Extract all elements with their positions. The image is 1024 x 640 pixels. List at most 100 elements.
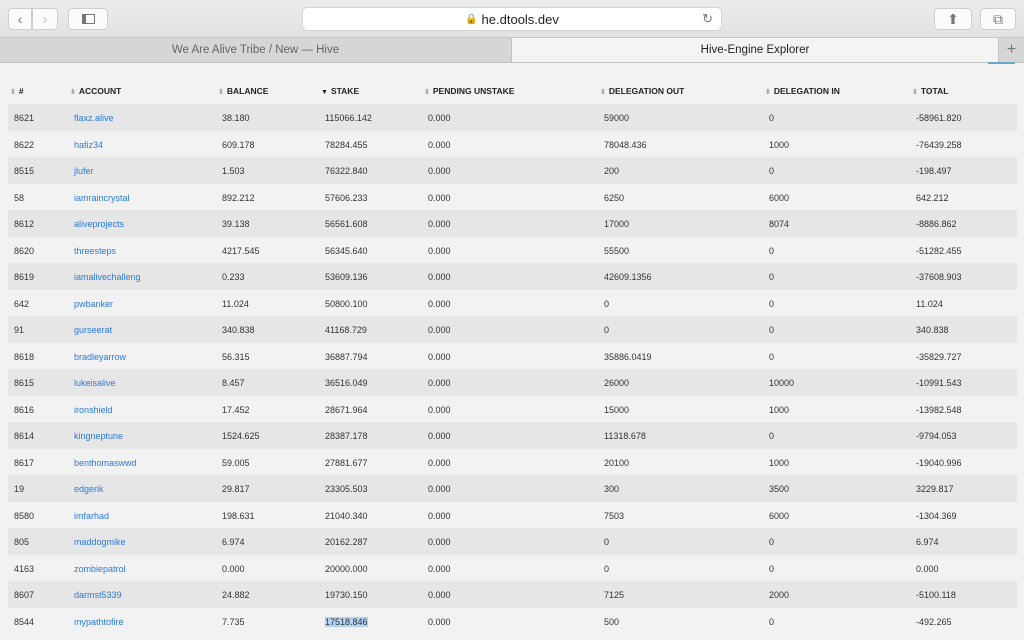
account-link[interactable]: iamalivechalleng	[74, 272, 141, 282]
table-header: ⬍ # ⬍ ACCOUNT ⬍ BALANCE ▼ STAKE ⬍ PENDING UNSTAKE…	[8, 84, 1017, 98]
cell-rank: 91	[14, 325, 25, 335]
cell-delegation-in: 0	[769, 245, 775, 256]
cell-rank: 8580	[14, 510, 35, 521]
cell-total: -8886.862	[916, 219, 957, 229]
account-link[interactable]: pwbanker	[74, 298, 114, 309]
cell-delegation-in: 0	[769, 166, 775, 176]
progress-accent	[988, 62, 1015, 64]
cell-balance: 0.233	[222, 272, 245, 282]
cell-delegation-out: 300	[604, 484, 620, 494]
cell-rank: 8607	[14, 590, 35, 600]
sort-icon: ⬍	[912, 89, 918, 96]
cell-delegation-in: 0	[769, 272, 775, 282]
new-tab-button[interactable]: +	[998, 38, 1024, 62]
cell-total: -5100.118	[916, 590, 956, 600]
back-button[interactable]: ‹	[8, 8, 32, 30]
tabs-overview-button[interactable]: ⧉	[980, 8, 1016, 30]
column-header-label: BALANCE	[226, 86, 269, 96]
cell-pending-unstake: 0.000	[428, 537, 451, 547]
cell-pending-unstake: 0.000	[428, 272, 451, 282]
cell-balance: 1.503	[222, 166, 245, 176]
column-header-label: DELEGATION OUT	[608, 86, 685, 96]
cell-total: -35829.727	[916, 351, 962, 362]
account-link[interactable]: flaxz.alive	[74, 113, 114, 123]
forward-button[interactable]: ›	[32, 8, 58, 30]
cell-delegation-out: 0	[604, 325, 610, 335]
cell-balance: 1524.625	[222, 431, 260, 441]
tab-hive-engine-explorer[interactable]: Hive-Engine Explorer	[511, 38, 998, 62]
cell-delegation-out: 35886.0419	[604, 351, 652, 362]
cell-balance: 56.315	[222, 351, 250, 362]
account-link[interactable]: edgerik	[74, 484, 104, 494]
cell-delegation-in: 0	[769, 298, 775, 309]
address-bar[interactable]: 🔒 he.dtools.dev ↻	[302, 7, 722, 31]
account-link[interactable]: threesteps	[74, 245, 117, 256]
account-link[interactable]: benthomaswwd	[74, 457, 137, 468]
account-link[interactable]: gurseerat	[74, 325, 113, 335]
account-link[interactable]: iamraincrystal	[74, 192, 130, 203]
cell-pending-unstake: 0.000	[428, 484, 451, 494]
account-link[interactable]: lukeisalive	[74, 378, 116, 388]
cell-rank: 8515	[14, 166, 35, 176]
column-header-stake[interactable]: ▼ STAKE	[321, 86, 359, 96]
column-header-rank[interactable]: ⬍ #	[10, 86, 24, 96]
cell-delegation-in: 1000	[769, 404, 790, 415]
cell-rank: 8622	[14, 139, 35, 150]
cell-balance: 24.882	[222, 590, 250, 600]
cell-total: 340.838	[916, 325, 949, 335]
account-link[interactable]: imfarhad	[74, 510, 110, 521]
cell-total: 0.000	[916, 563, 939, 574]
account-link[interactable]: zombiepatrol	[74, 563, 126, 574]
cell-delegation-in: 0	[769, 325, 775, 335]
cell-rank: 8619	[14, 272, 35, 282]
cell-rank: 8618	[14, 351, 35, 362]
table-row: 642 pwbanker 11.024 50800.100 0.000 0 0 11.024	[8, 289, 1017, 316]
tab-we-are-alive-tribe[interactable]: We Are Alive Tribe / New — Hive	[0, 38, 511, 62]
cell-stake: 115066.142	[325, 113, 372, 123]
account-link[interactable]: kingneptune	[74, 431, 124, 441]
cell-pending-unstake: 0.000	[428, 590, 451, 600]
column-header-balance[interactable]: ⬍ BALANCE	[218, 86, 268, 96]
cell-stake: 76322.840	[325, 166, 368, 176]
cell-pending-unstake: 0.000	[428, 510, 451, 521]
cell-pending-unstake: 0.000	[428, 457, 451, 468]
account-link[interactable]: jlufer	[74, 166, 94, 176]
account-link[interactable]: bradleyarrow	[74, 351, 127, 362]
chevron-right-icon: ›	[42, 11, 48, 27]
reload-icon[interactable]: ↻	[702, 11, 713, 26]
cell-delegation-in: 0	[769, 537, 775, 547]
cell-balance: 29.817	[222, 484, 250, 494]
table-row: 8617 benthomaswwd 59.005 27881.677 0.000 2010…	[8, 448, 1017, 475]
sidebar-button[interactable]	[68, 8, 108, 30]
cell-balance: 198.631	[222, 510, 255, 521]
cell-delegation-out: 7503	[604, 510, 625, 521]
column-header-pending-unstake[interactable]: ⬍ PENDING UNSTAKE	[424, 86, 514, 96]
column-header-total[interactable]: ⬍ TOTAL	[912, 86, 948, 96]
cell-balance: 11.024	[222, 298, 249, 309]
cell-pending-unstake: 0.000	[428, 192, 451, 203]
account-link[interactable]: maddogmike	[74, 537, 126, 547]
account-link[interactable]: aliveprojects	[74, 219, 125, 229]
cell-rank: 8612	[14, 219, 35, 229]
cell-pending-unstake: 0.000	[428, 166, 451, 176]
tab-bar: We Are Alive Tribe / New — Hive Hive-Eng…	[0, 38, 1024, 63]
column-header-label: #	[18, 86, 24, 96]
cell-delegation-out: 78048.436	[604, 139, 647, 150]
cell-delegation-out: 15000	[604, 404, 630, 415]
account-link[interactable]: hafiz34	[74, 139, 104, 150]
cell-rank: 4163	[14, 563, 35, 574]
column-header-delegation-out[interactable]: ⬍ DELEGATION OUT	[600, 86, 684, 96]
account-link[interactable]: mypathtofire	[74, 616, 124, 627]
cell-stake: 53609.136	[325, 272, 368, 282]
share-button[interactable]: ⬆	[934, 8, 972, 30]
table-row: 8614 kingneptune 1524.625 28387.178 0.000 113…	[8, 422, 1017, 449]
cell-total: -58961.820	[916, 113, 962, 123]
account-link[interactable]: ironshield	[74, 404, 113, 415]
column-header-account[interactable]: ⬍ ACCOUNT	[70, 86, 121, 96]
column-header-delegation-in[interactable]: ⬍ DELEGATION IN	[765, 86, 840, 96]
account-link[interactable]: darmst5339	[74, 590, 122, 600]
table-row: 8618 bradleyarrow 56.315 36887.794 0.000 3588…	[8, 342, 1017, 369]
cell-stake: 19730.150	[325, 590, 368, 600]
cell-pending-unstake: 0.000	[428, 139, 451, 150]
column-header-label: STAKE	[330, 86, 360, 96]
